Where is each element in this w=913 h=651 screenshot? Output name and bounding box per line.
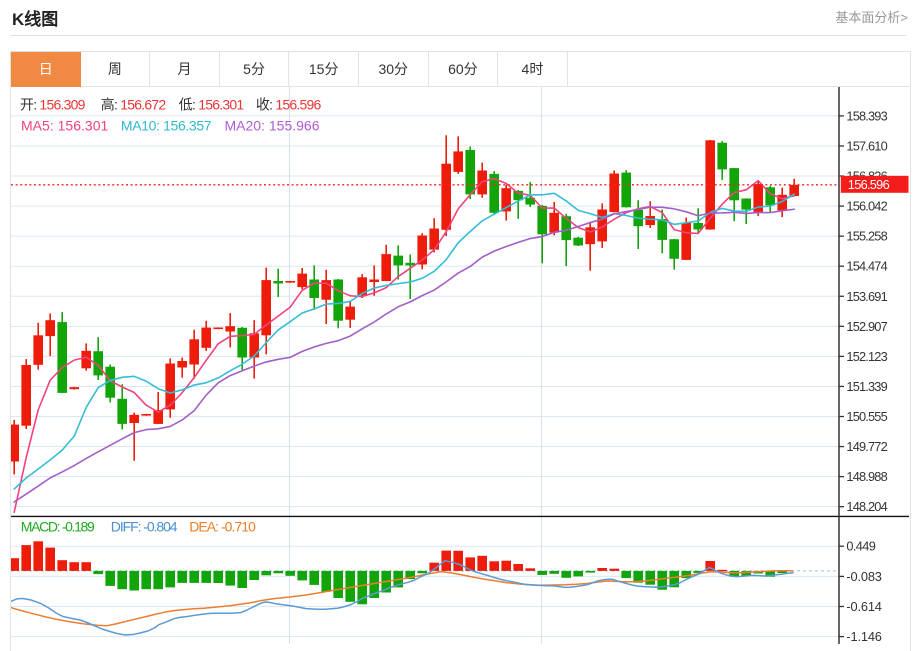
svg-text:开: 156.309: 开: 156.309 — [20, 97, 86, 113]
svg-text:152.123: 152.123 — [846, 349, 887, 364]
svg-text:148.204: 148.204 — [846, 499, 887, 514]
svg-text:收: 156.596: 收: 156.596 — [256, 97, 322, 113]
svg-text:149.772: 149.772 — [846, 439, 887, 454]
svg-text:MA20: 155.966: MA20: 155.966 — [225, 118, 320, 134]
svg-text:154.474: 154.474 — [846, 259, 887, 274]
svg-text:MA5: 156.301: MA5: 156.301 — [21, 118, 109, 134]
svg-text:MA10: 156.357: MA10: 156.357 — [121, 118, 212, 134]
svg-text:155.258: 155.258 — [846, 229, 887, 244]
svg-text:150.555: 150.555 — [846, 409, 887, 424]
svg-text:高: 156.672: 高: 156.672 — [101, 97, 167, 113]
svg-text:153.691: 153.691 — [846, 289, 887, 304]
svg-text:DIFF: -0.804: DIFF: -0.804 — [111, 519, 178, 535]
svg-text:152.907: 152.907 — [846, 319, 887, 334]
svg-text:MACD: -0.189: MACD: -0.189 — [21, 519, 95, 535]
svg-text:156.596: 156.596 — [848, 177, 890, 192]
svg-text:158.393: 158.393 — [846, 108, 887, 123]
svg-text:-1.146: -1.146 — [846, 629, 882, 644]
svg-text:-0.614: -0.614 — [846, 599, 882, 614]
svg-text:151.339: 151.339 — [846, 379, 887, 394]
svg-text:低: 156.301: 低: 156.301 — [179, 97, 245, 113]
svg-text:157.610: 157.610 — [846, 138, 887, 153]
svg-text:-0.083: -0.083 — [846, 569, 882, 584]
svg-text:156.042: 156.042 — [846, 199, 887, 214]
svg-text:148.988: 148.988 — [846, 469, 887, 484]
svg-text:DEA: -0.710: DEA: -0.710 — [189, 519, 256, 535]
svg-text:0.449: 0.449 — [846, 539, 876, 554]
